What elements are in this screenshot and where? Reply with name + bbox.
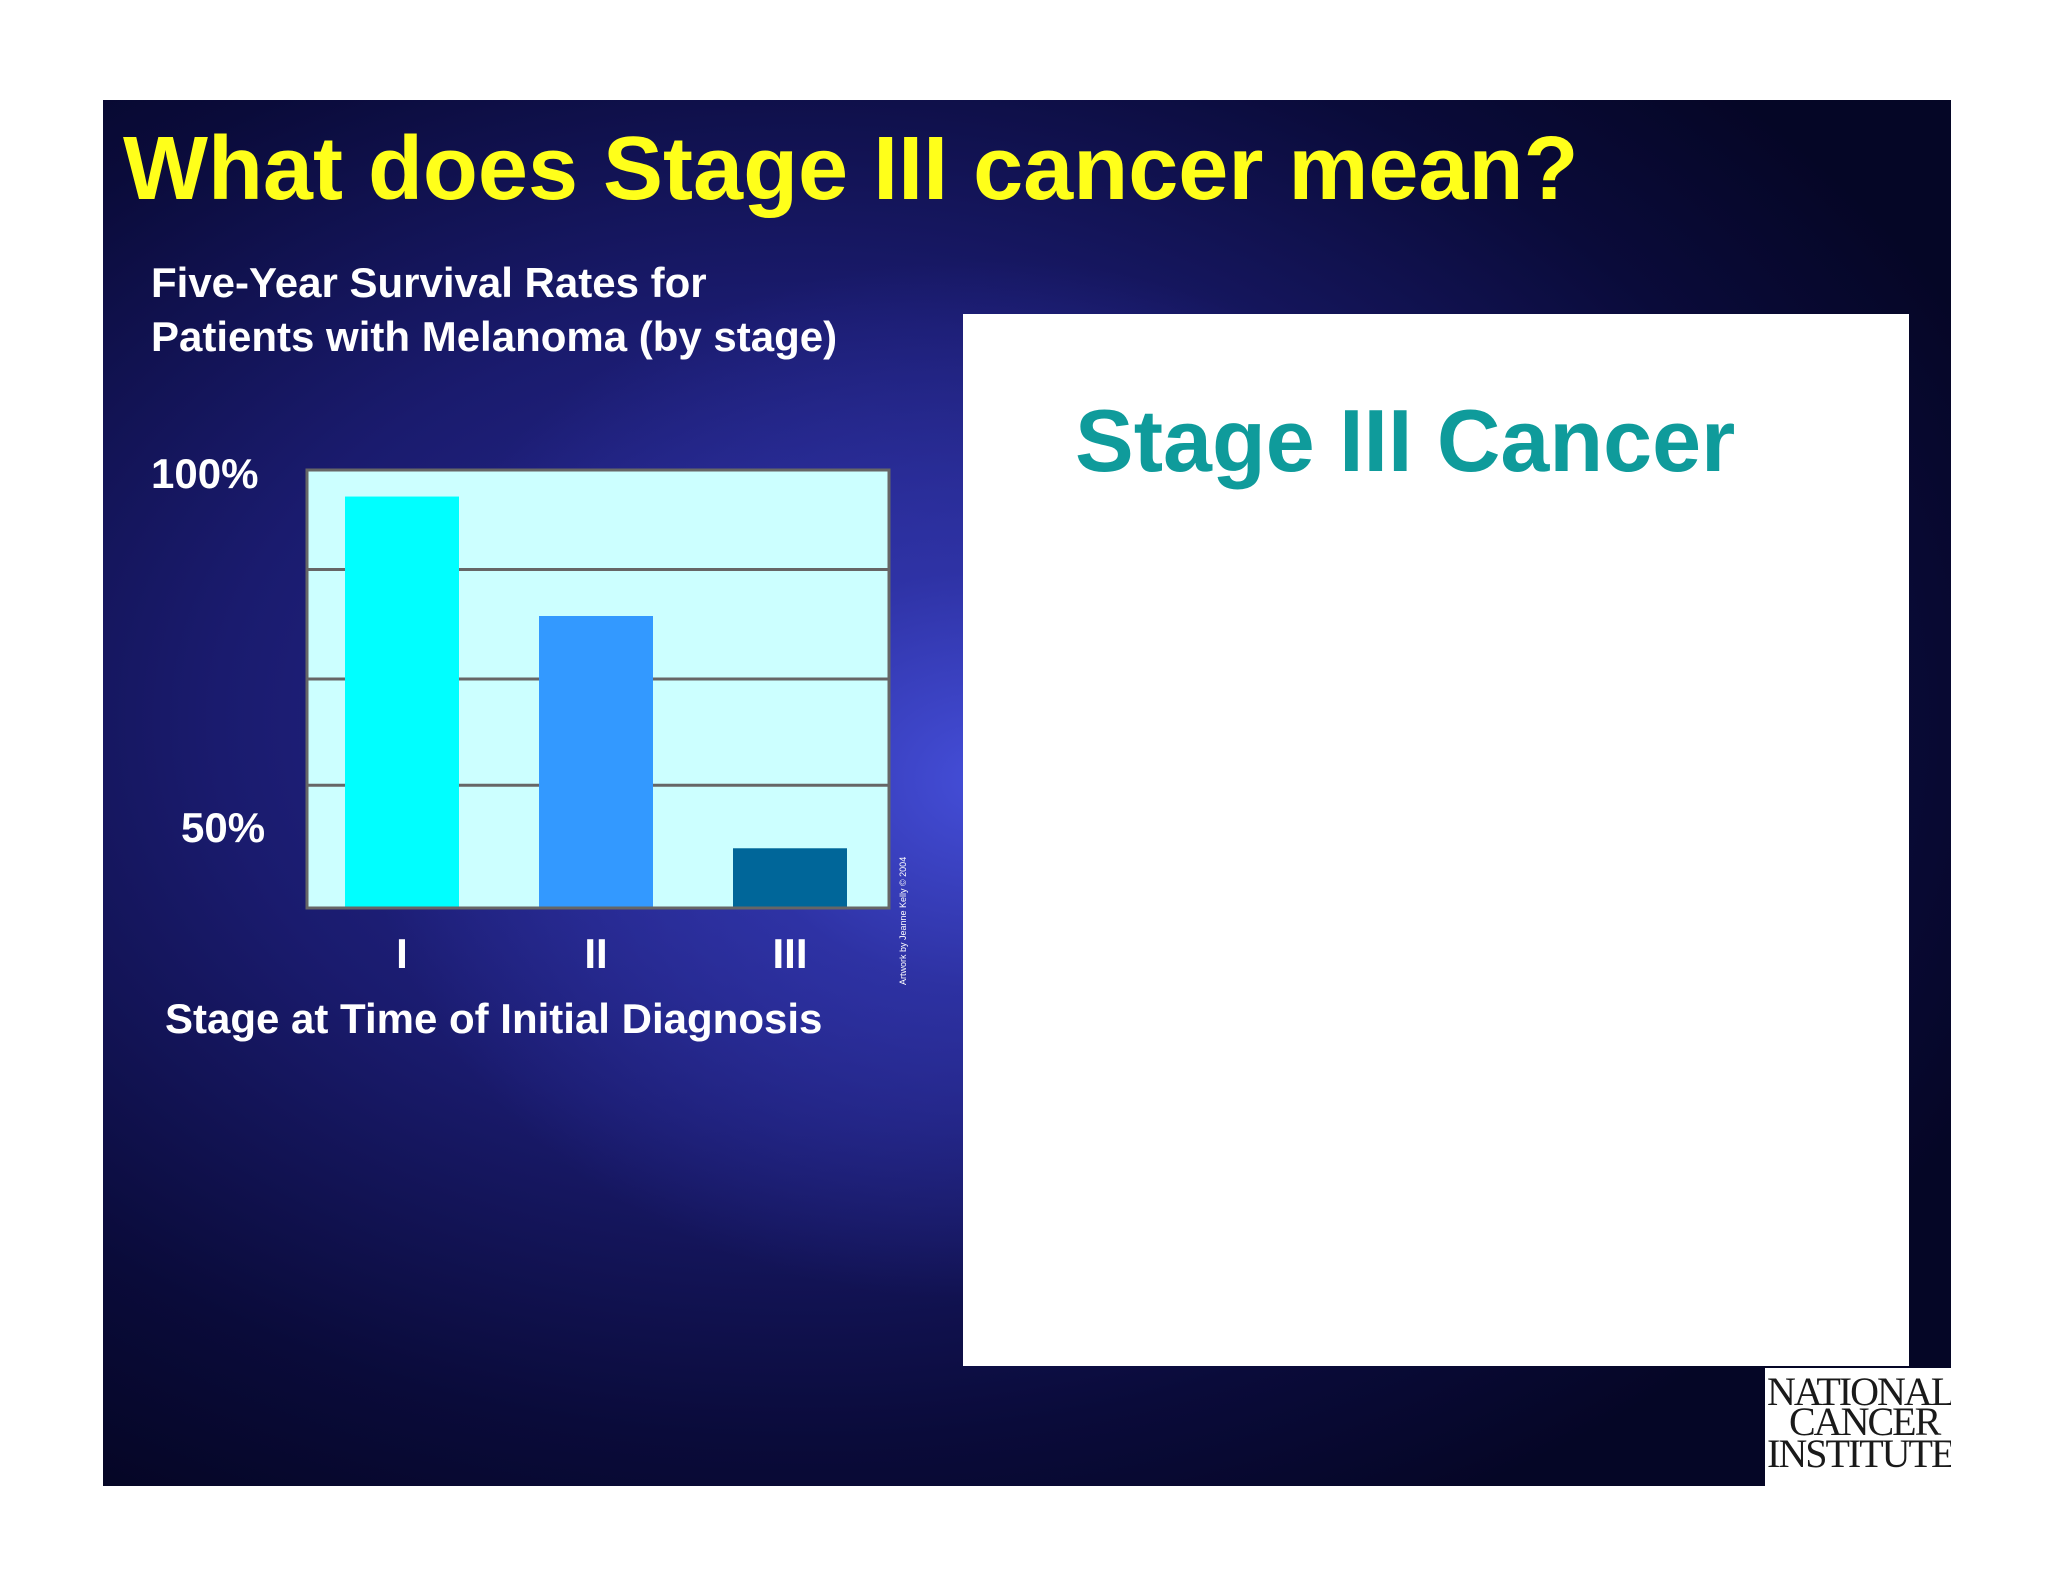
slide: What does Stage III cancer mean? Five-Ye… xyxy=(103,100,1951,1486)
x-axis-label: Stage at Time of Initial Diagnosis xyxy=(165,995,823,1042)
nci-logo: NATIONAL CANCER INSTITUTE xyxy=(1765,1368,1951,1486)
chart-title-line-2: Patients with Melanoma (by stage) xyxy=(151,313,838,360)
y-tick-label-100: 100% xyxy=(151,450,259,497)
panel-heading: Stage III Cancer xyxy=(1075,391,1736,490)
y-tick-label-50: 50% xyxy=(181,804,266,851)
logo-line-national: NATIONAL xyxy=(1767,1369,1951,1414)
x-tick-label-iii: III xyxy=(772,930,807,977)
logo-line-institute: INSTITUTE xyxy=(1767,1431,1951,1476)
bar-stage-iii xyxy=(733,848,847,908)
slide-title: What does Stage III cancer mean? xyxy=(123,119,1579,219)
artwork-credit: Artwork by Jeanne Kelly © 2004 xyxy=(898,856,908,985)
chart-title: Five-Year Survival Rates for Patients wi… xyxy=(151,256,837,364)
bar-stage-i xyxy=(345,496,459,908)
chart-title-line-1: Five-Year Survival Rates for xyxy=(151,259,707,306)
x-tick-label-i: I xyxy=(396,930,408,977)
bar-chart: I II III xyxy=(305,468,891,977)
stage-iii-panel: Stage III Cancer xyxy=(963,314,1909,1366)
bar-stage-ii xyxy=(539,616,653,908)
x-tick-label-ii: II xyxy=(584,930,607,977)
logo-line-cancer: CANCER xyxy=(1789,1399,1941,1444)
plot-border xyxy=(305,468,891,910)
